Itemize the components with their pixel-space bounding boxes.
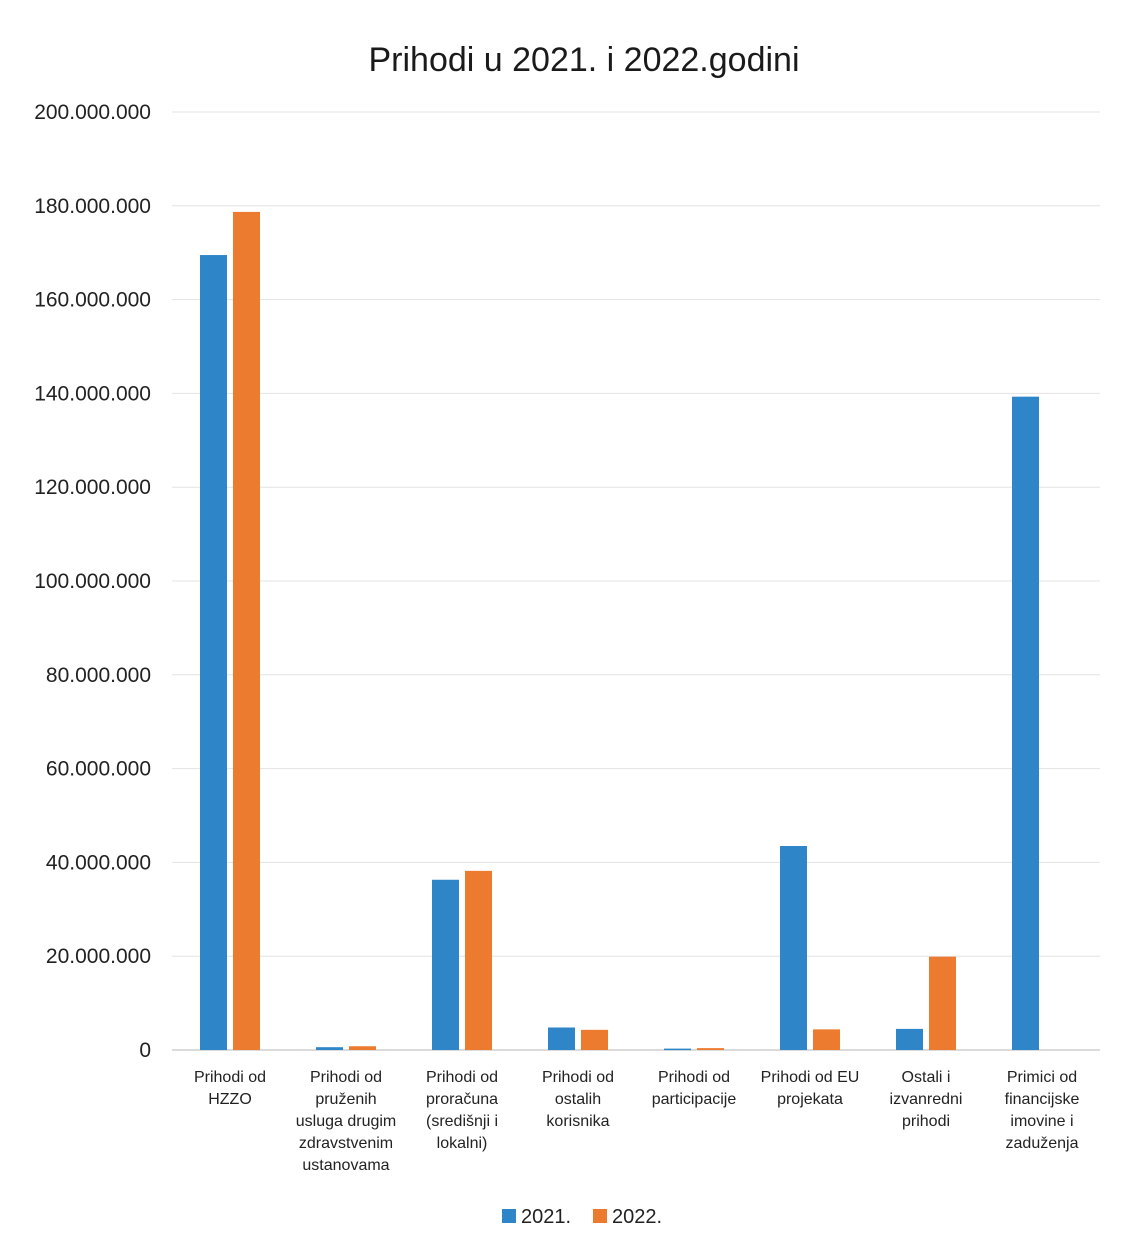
bar-2021-4 — [664, 1048, 691, 1051]
bar-2021-5 — [780, 845, 807, 1050]
y-tick-label: 60.000.000 — [46, 758, 151, 781]
bar-2021-3 — [548, 1027, 575, 1050]
chart-title: Prihodi u 2021. i 2022.godini — [369, 41, 800, 79]
bar-2022-1 — [349, 1046, 376, 1050]
bar-2021-1 — [316, 1047, 343, 1050]
y-tick-label: 140.000.000 — [34, 382, 151, 405]
y-tick-label: 80.000.000 — [46, 664, 151, 687]
bar-2022-5 — [813, 1029, 840, 1050]
x-category-label: Prihodi od HZZO — [194, 1069, 266, 1108]
y-tick-label: 200.000.000 — [34, 101, 151, 124]
y-tick-label: 20.000.000 — [46, 945, 151, 968]
bar-2021-6 — [896, 1028, 923, 1050]
y-tick-label: 100.000.000 — [34, 570, 151, 593]
x-category-label: Prihodi od EU projekata — [761, 1069, 860, 1108]
x-category-label: Prihodi od ostalih korisnika — [542, 1069, 614, 1130]
y-axis-ticks: 0 20.000.000 40.000.000 60.000.000 80.000.00… — [34, 101, 151, 1062]
x-category-label: Prihodi od participacije — [652, 1069, 737, 1108]
bar-2022-3 — [581, 1029, 608, 1050]
x-category-label: Ostali i izvanredni prihodi — [890, 1069, 963, 1130]
bar-2021-0 — [200, 255, 227, 1051]
y-tick-label: 120.000.000 — [34, 476, 151, 499]
bar-2021-7 — [1012, 396, 1039, 1051]
bar-2022-4 — [697, 1048, 724, 1050]
legend: 2021. 2022. — [502, 1206, 662, 1228]
gridlines — [172, 111, 1100, 1051]
y-tick-label: 160.000.000 — [34, 289, 151, 312]
y-tick-label: 180.000.000 — [34, 195, 151, 218]
bar-2022-2 — [465, 870, 492, 1050]
legend-label: 2022. — [612, 1206, 662, 1228]
legend-swatch-2021 — [502, 1209, 516, 1223]
legend-label: 2021. — [521, 1206, 571, 1228]
bar-2022-0 — [233, 211, 260, 1051]
x-category-label: Prihodi od pruženih usluga drugim zdravstve… — [296, 1069, 397, 1174]
legend-swatch-2022 — [593, 1209, 607, 1223]
y-tick-label: 40.000.000 — [46, 851, 151, 874]
x-axis-category-labels: Prihodi od HZZO Prihodi od pruženih usluga d… — [194, 1069, 1079, 1174]
x-category-label: Primici od financijske imovine i zaduženja — [1005, 1069, 1080, 1152]
x-category-label: Prihodi od proračuna (središnji i lokalni) — [426, 1069, 498, 1152]
bar-2022-6 — [929, 956, 956, 1050]
y-tick-label: 0 — [139, 1039, 151, 1062]
bars — [200, 211, 1039, 1051]
bar-2021-2 — [432, 879, 459, 1050]
